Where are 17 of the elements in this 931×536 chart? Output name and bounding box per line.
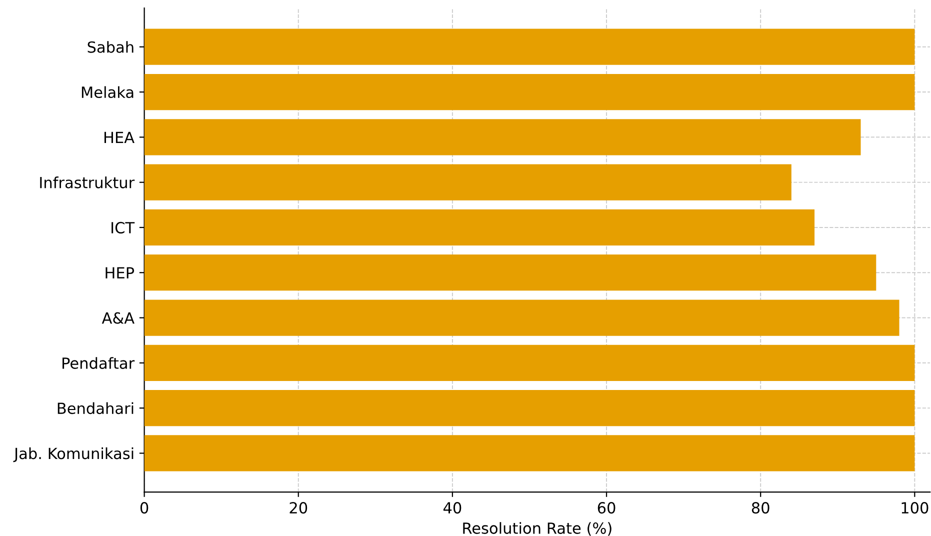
y-tick-label: Melaka — [82, 86, 134, 98]
y-tick-label: HEA — [104, 132, 134, 143]
x-tick-label: 0 — [140, 502, 148, 514]
y-tick-label: Infrastruktur — [40, 176, 135, 188]
x-tick-label: 40 — [443, 502, 462, 514]
x-tick-label: 20 — [290, 502, 308, 514]
x-tick-label: 80 — [752, 502, 770, 514]
x-tick-label: 60 — [598, 502, 616, 514]
y-tick-label: ICT — [112, 222, 135, 234]
y-tick-label: HEP — [106, 267, 134, 278]
y-tick-label: A&A — [102, 312, 134, 324]
x-tick-label: 100 — [902, 502, 928, 514]
y-tick-label: Jab. Komunikasi — [13, 447, 134, 462]
x-axis-title: Resolution Rate (%) — [463, 522, 612, 536]
y-tick-label: Pendaftar — [62, 357, 135, 369]
y-tick-label: Sabah — [88, 41, 134, 53]
y-tick-label: Bendahari — [58, 402, 134, 414]
